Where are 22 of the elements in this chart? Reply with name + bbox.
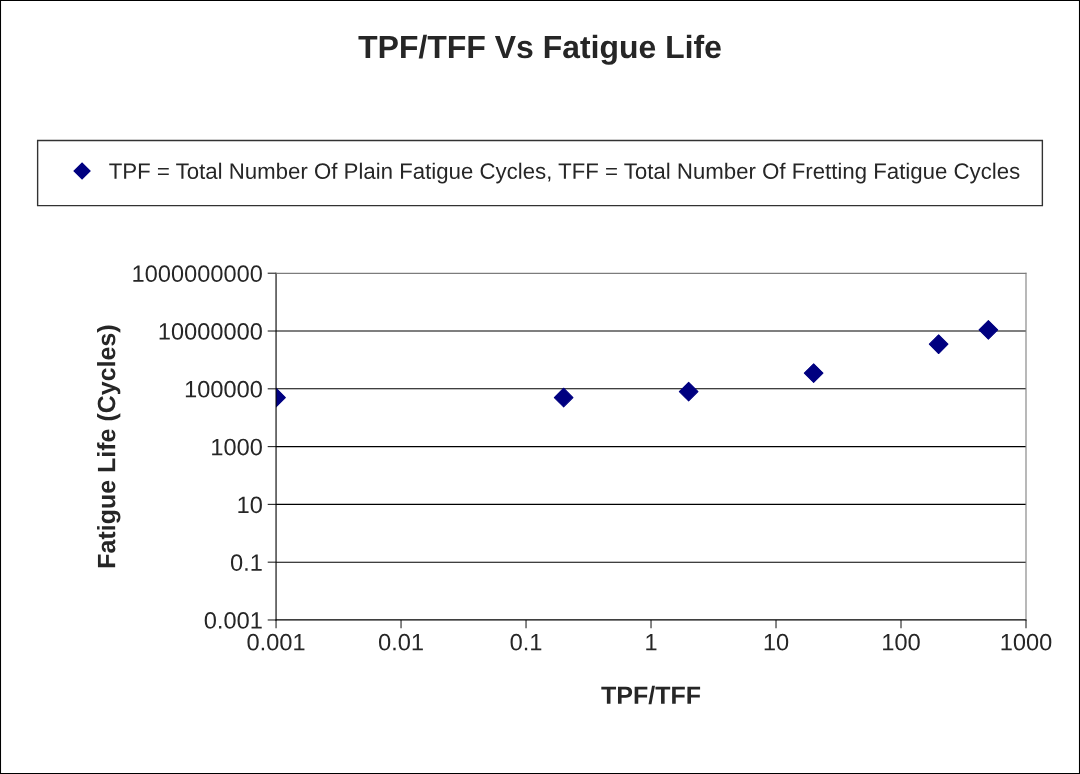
y-tick-label: 10000000: [159, 323, 262, 340]
y-tick-label: 0.001: [204, 612, 262, 629]
x-tick-label: 100: [883, 633, 920, 651]
x-tick-label: 1000: [1001, 633, 1052, 651]
y-tick-label: 1000: [212, 438, 262, 456]
y-tick-label: 1000000000: [133, 265, 262, 283]
legend-label: TPF = Total Number Of Plain Fatigue Cycles, TFF = Total Number Of Fretting Fatigue Cycles: [109, 162, 1020, 184]
chart-title: TPF/TFF Vs Fatigue Life: [358, 34, 721, 65]
y-tick-label: 10: [238, 496, 262, 514]
x-axis-title: TPF/TFF: [601, 685, 701, 705]
point: [678, 381, 699, 402]
x-tick-label: 1: [646, 634, 657, 651]
y-tick-label: 0.1: [230, 554, 262, 571]
point: [928, 334, 949, 355]
x-tick-label: 0.01: [378, 633, 423, 651]
y-tick-label: 100000: [185, 380, 262, 398]
x-tick-label: 10: [764, 633, 789, 651]
y-axis-title: Fatigue Life (Cycles): [97, 325, 121, 568]
point: [553, 387, 574, 408]
x-tick-label: 0.1: [510, 633, 542, 651]
x-tick-label: 0.001: [247, 633, 305, 651]
point: [803, 363, 824, 383]
